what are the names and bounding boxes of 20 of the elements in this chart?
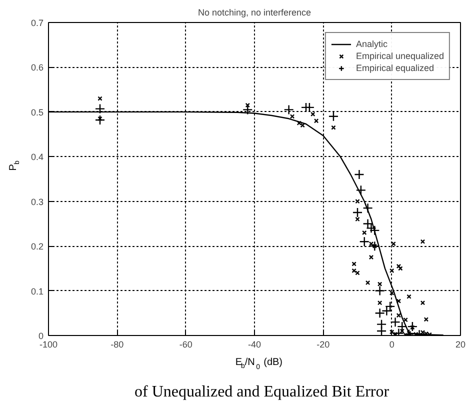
legend-label: Analytic [356, 38, 388, 50]
y-tick-label: 0.5 [30, 107, 44, 118]
text: of Unequalized and Equalized Bit Error [134, 384, 390, 400]
y-tick-label: 0.3 [30, 196, 44, 207]
chart-title: No notching, no interference [198, 8, 312, 18]
y-tick-label: 0.6 [30, 62, 44, 73]
y-tick-label: 0.1 [30, 286, 44, 296]
y-tick-label: 0 [38, 331, 44, 341]
x-tick-label: -100 [39, 340, 58, 350]
x-tick-label: -80 [110, 340, 124, 350]
y-tick-label: 0.4 [30, 152, 44, 162]
x-tick-label: -60 [179, 340, 192, 350]
y-tick-label: 0.7 [30, 18, 44, 28]
x-tick-label: -20 [316, 340, 330, 350]
x-tick-label: 0 [389, 340, 394, 350]
x-tick-label: 20 [455, 340, 466, 350]
legend-label: Empirical equalized [356, 62, 434, 74]
x-tick-label: -40 [248, 340, 262, 350]
y-tick-label: 0.2 [30, 242, 44, 252]
legend-label: Empirical unequalized [356, 50, 444, 62]
